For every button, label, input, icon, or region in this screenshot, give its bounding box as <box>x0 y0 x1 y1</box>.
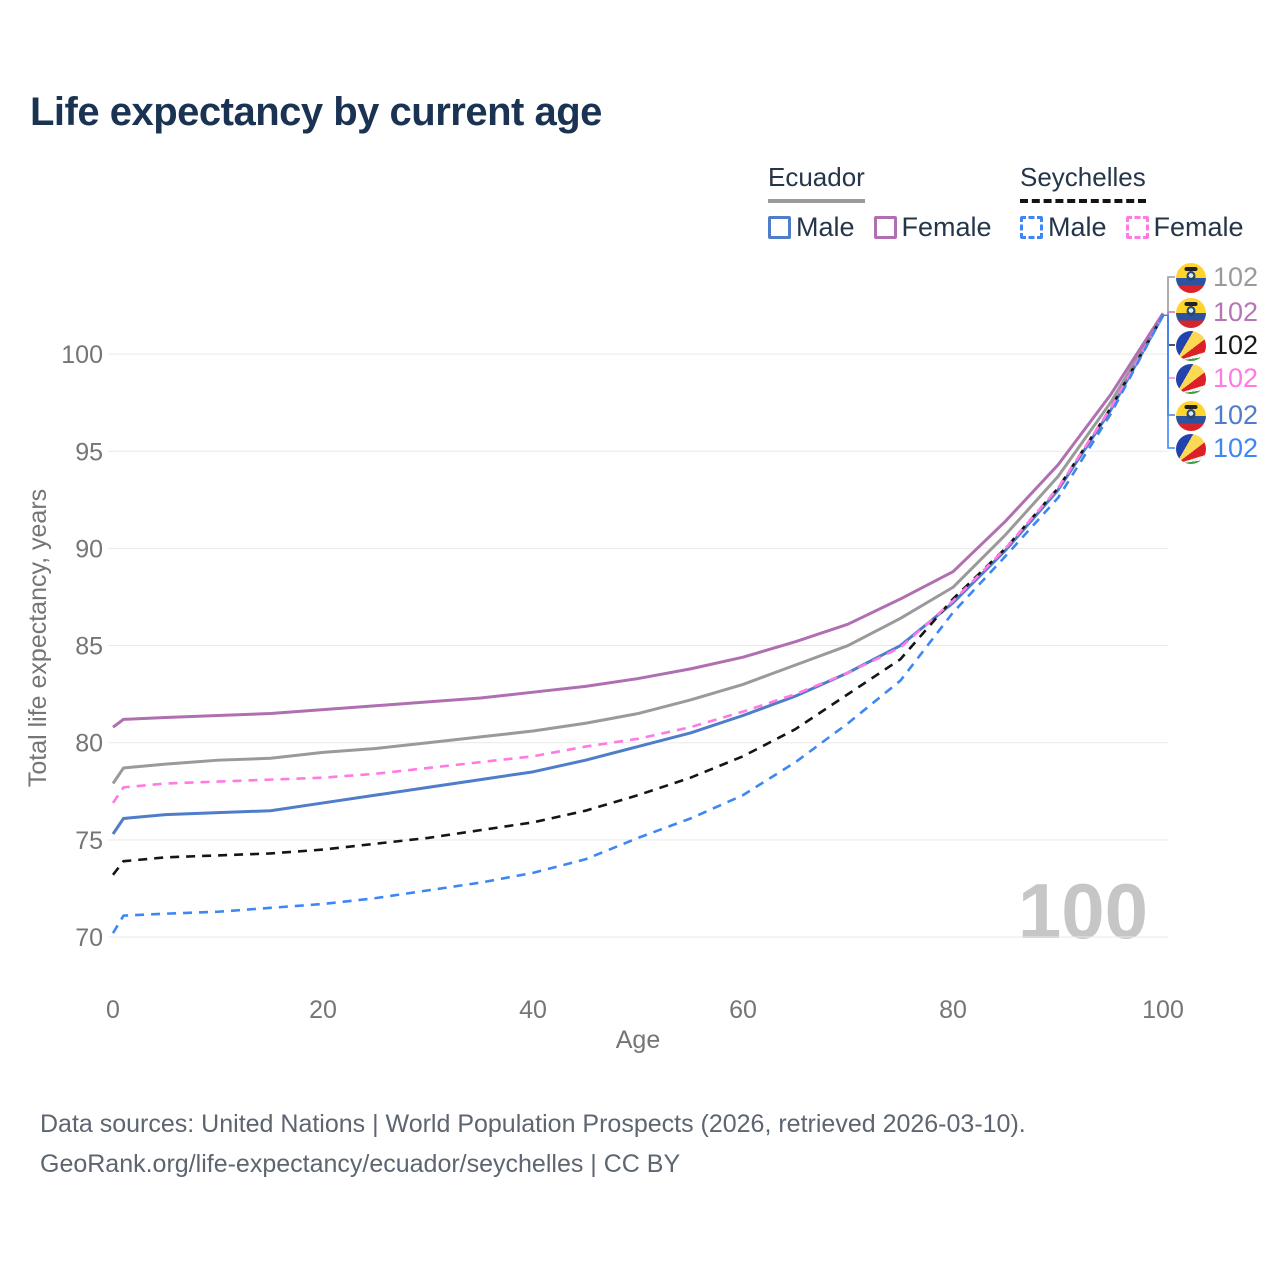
y-tick-label: 80 <box>75 730 103 758</box>
x-tick-label: 0 <box>106 996 120 1024</box>
legend-label-ecuador-female: Female <box>901 212 992 242</box>
leader-lines <box>1163 276 1175 449</box>
leader-line <box>1163 314 1175 346</box>
x-tick-label: 60 <box>729 996 757 1024</box>
end-label-row: 102 <box>1176 433 1258 464</box>
y-tick-label: 95 <box>75 438 103 466</box>
legend-group-ecuador: Ecuador Male Female <box>768 162 1011 243</box>
end-label-row: 102 <box>1176 262 1258 293</box>
end-value-label: 102 <box>1213 363 1259 393</box>
leader-line <box>1163 314 1175 379</box>
y-axis-title: Total life expectancy, years <box>24 489 52 787</box>
legend-item-seychelles-female[interactable]: Female <box>1125 212 1244 243</box>
series-line-ecuador-both[interactable] <box>111 314 1165 785</box>
end-value-label: 102 <box>1213 297 1259 327</box>
end-value-label: 102 <box>1213 330 1259 360</box>
data-sources-note: Data sources: United Nations | World Pop… <box>40 1110 1026 1138</box>
end-label-row: 102 <box>1176 400 1258 431</box>
leader-line <box>1163 314 1175 449</box>
y-tick-label: 100 <box>61 341 103 369</box>
y-tick-label: 85 <box>75 633 103 661</box>
axis-titles: Age Total life expectancy, years <box>24 489 660 1054</box>
end-value-label: 102 <box>1213 433 1259 463</box>
x-tick-labels: 0 20 40 60 80 100 <box>106 996 1184 1024</box>
y-tick-label: 75 <box>75 827 103 855</box>
ecuador-flag-icon <box>1176 297 1206 328</box>
x-tick-label: 100 <box>1142 996 1184 1024</box>
gridlines <box>108 353 1168 938</box>
end-value-label: 102 <box>1213 262 1259 292</box>
seychelles-flag-icon <box>1176 330 1206 361</box>
legend-country-ecuador: Ecuador <box>768 162 865 203</box>
seychelles-female-swatch-icon <box>1125 216 1149 239</box>
leader-line <box>1163 314 1175 416</box>
seychelles-flag-icon <box>1176 363 1206 394</box>
legend-country-seychelles: Seychelles <box>1020 162 1146 203</box>
seychelles-flag-icon <box>1176 433 1206 464</box>
legend-label-seychelles-male: Male <box>1048 212 1107 242</box>
series-line-seychelles-female[interactable] <box>111 314 1165 804</box>
legend-label-seychelles-female: Female <box>1153 212 1244 242</box>
legend-item-seychelles-male[interactable]: Male <box>1020 212 1107 243</box>
legend-label-ecuador-male: Male <box>796 212 855 242</box>
ecuador-male-swatch-icon <box>768 216 791 239</box>
legend-item-ecuador-female[interactable]: Female <box>873 212 992 243</box>
series-line-ecuador-male[interactable] <box>111 314 1165 835</box>
seychelles-male-swatch-icon <box>1020 216 1043 239</box>
end-label-row: 102 <box>1176 363 1258 394</box>
series-line-ecuador-female[interactable] <box>112 312 1165 729</box>
y-tick-label: 70 <box>75 924 103 952</box>
ecuador-flag-icon <box>1176 262 1206 293</box>
y-tick-labels: 70 75 80 85 90 95 100 <box>61 341 103 952</box>
end-label-row: 102 <box>1176 330 1258 361</box>
series-line-seychelles-male[interactable] <box>111 314 1165 934</box>
x-axis-title: Age <box>616 1026 660 1054</box>
series-line-seychelles-both[interactable] <box>111 314 1165 876</box>
legend-item-ecuador-male[interactable]: Male <box>768 212 855 243</box>
legend-group-seychelles: Seychelles Male Female <box>1020 162 1263 243</box>
x-tick-label: 20 <box>309 996 337 1024</box>
hover-age-watermark: 100 <box>1018 867 1148 955</box>
ecuador-female-swatch-icon <box>873 216 897 239</box>
x-tick-label: 40 <box>519 996 547 1024</box>
attribution-note: GeoRank.org/life-expectancy/ecuador/seyc… <box>40 1150 681 1178</box>
y-tick-label: 90 <box>75 535 103 563</box>
x-tick-label: 80 <box>939 996 967 1024</box>
leader-line <box>1163 276 1175 317</box>
page-title: Life expectancy by current age <box>30 90 602 134</box>
end-value-label: 102 <box>1213 400 1259 430</box>
ecuador-flag-icon <box>1176 400 1206 431</box>
series-lines <box>111 312 1165 934</box>
age-watermark-layer: 100 <box>1018 867 1148 955</box>
end-label-row: 102 <box>1176 297 1258 328</box>
